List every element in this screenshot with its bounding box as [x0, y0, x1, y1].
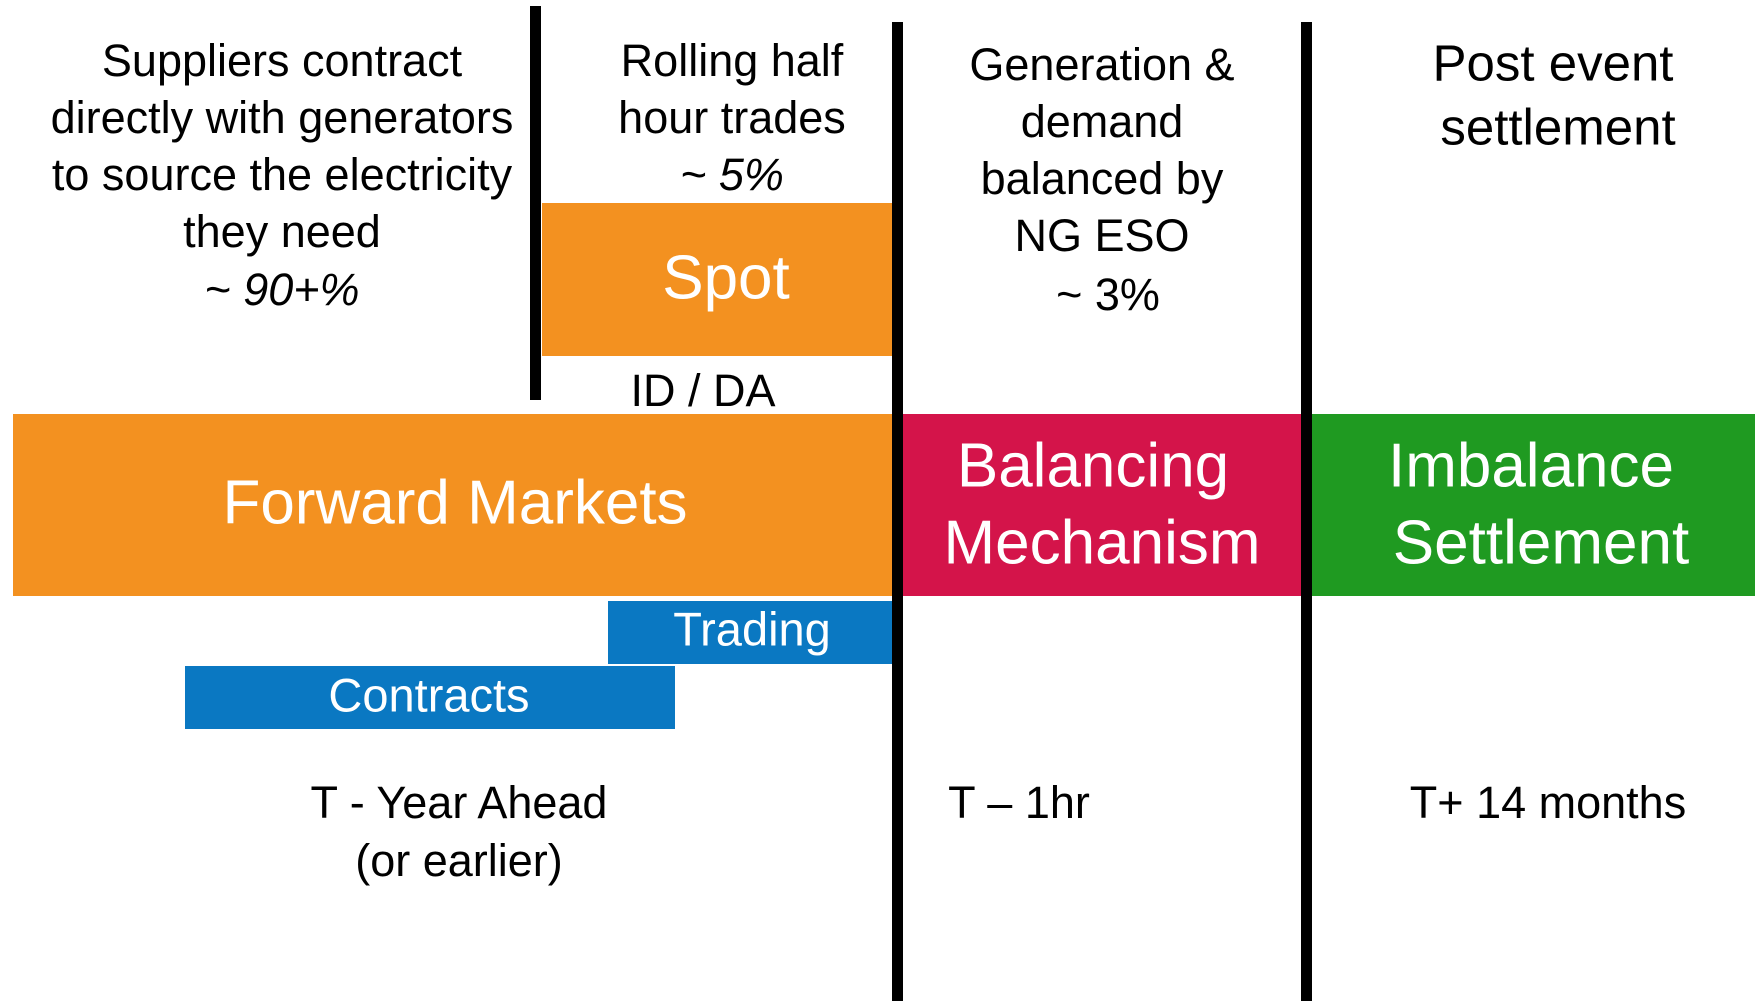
forward-block: [13, 414, 897, 596]
block-label: Mechanism: [944, 508, 1261, 577]
timeline-label: T – 1hr: [948, 777, 1090, 828]
block-label: Forward Markets: [222, 468, 687, 537]
timeline-label: T - Year Ahead: [311, 777, 608, 828]
block-label: Imbalance: [1388, 431, 1674, 500]
column-text: settlement: [1440, 98, 1675, 155]
column-share: ~ 5%: [680, 149, 784, 200]
contracts-block: [185, 666, 675, 729]
column-text: Rolling half: [621, 35, 844, 86]
column-text: balanced by: [981, 153, 1224, 204]
divider: [892, 22, 903, 1001]
block-label: Settlement: [1393, 508, 1689, 577]
column-text: demand: [1021, 96, 1184, 147]
block-label: Spot: [662, 243, 790, 312]
column-text: Suppliers contract: [102, 35, 463, 86]
imbalance-block: [1311, 414, 1755, 596]
trading-block: [608, 601, 892, 664]
block-sublabel: ID / DA: [630, 365, 775, 416]
divider: [530, 6, 541, 400]
divider: [1301, 22, 1312, 1001]
block-label: Balancing: [957, 431, 1229, 500]
column-text: NG ESO: [1014, 210, 1189, 261]
column-text: Generation &: [969, 39, 1234, 90]
column-share: ~ 90+%: [204, 264, 359, 315]
timeline-label: (or earlier): [355, 835, 563, 886]
block-label: Trading: [673, 602, 831, 655]
spot-block: [542, 203, 892, 356]
column-text: Post event: [1433, 34, 1674, 91]
column-text: they need: [183, 206, 381, 257]
block-label: Contracts: [328, 668, 529, 721]
column-text: directly with generators: [51, 92, 514, 143]
column-share: ~ 3%: [1056, 269, 1160, 320]
column-text: to source the electricity: [52, 149, 513, 200]
balancing-block: [903, 414, 1303, 596]
column-text: hour trades: [618, 92, 846, 143]
timeline-label: T+ 14 months: [1410, 777, 1686, 828]
